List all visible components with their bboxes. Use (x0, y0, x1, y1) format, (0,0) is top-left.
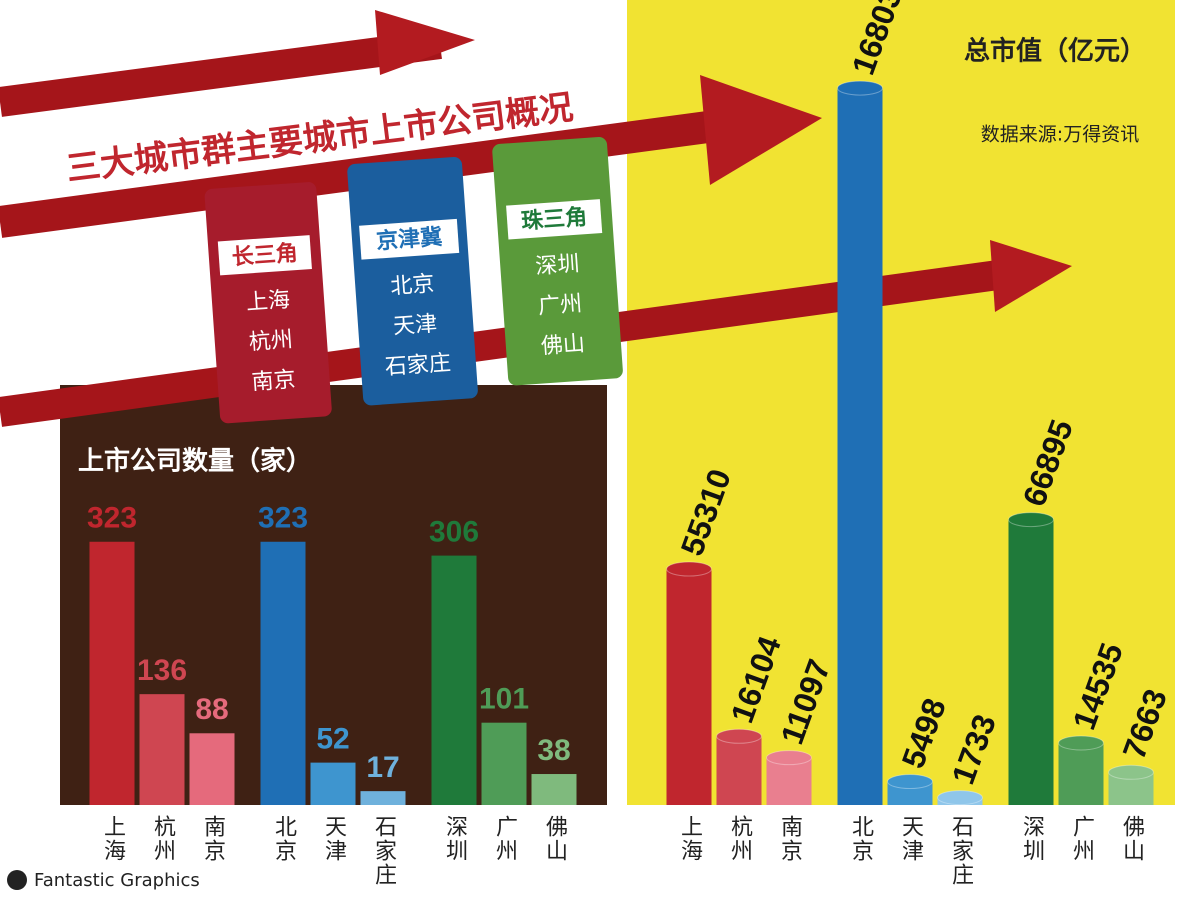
bar (1058, 742, 1104, 805)
value-label: 88 (195, 693, 228, 726)
tab-label-box (217, 235, 312, 276)
arrow-head (990, 240, 1072, 312)
bar (666, 569, 712, 805)
value-label: 52 (316, 723, 349, 756)
x-tick-label: 天津 (321, 815, 347, 863)
tab-body (492, 136, 623, 386)
x-tick-label: 深圳 (442, 815, 468, 863)
arrow-head (700, 75, 822, 185)
x-tick-label: 上海 (100, 815, 126, 863)
value-label: 136 (137, 654, 187, 687)
bar (260, 541, 306, 805)
x-tick-label: 南京 (777, 815, 802, 863)
bar-cap (1058, 735, 1104, 751)
group-name: 珠三角 (520, 204, 588, 235)
bar (189, 733, 235, 805)
x-tick-label: 南京 (200, 815, 225, 863)
bar-cap (1008, 512, 1054, 528)
value-label: 306 (429, 516, 479, 549)
bar (89, 541, 135, 805)
bar (481, 722, 527, 805)
bar (431, 555, 477, 805)
value-label: 323 (87, 502, 137, 535)
footer: Fantastic Graphics (34, 870, 200, 891)
x-tick-label: 杭州 (150, 815, 176, 863)
x-tick-label: 佛山 (1119, 815, 1145, 863)
source: 数据来源:万得资讯 (981, 124, 1139, 146)
tab-label-box (506, 199, 603, 240)
x-tick-label: 北京 (271, 815, 297, 863)
bar (360, 791, 406, 805)
x-tick-label: 杭州 (727, 815, 753, 863)
group-city: 广州 (537, 292, 583, 320)
group-city: 天津 (392, 312, 438, 340)
bar (716, 736, 762, 805)
value-label: 17 (366, 751, 399, 784)
value-label: 323 (258, 502, 308, 535)
bar-cap (716, 728, 762, 744)
group-city: 南京 (251, 367, 297, 395)
bar-cap (837, 80, 883, 96)
x-tick-label: 北京 (848, 815, 874, 863)
group-city: 杭州 (248, 328, 294, 356)
bar (139, 694, 185, 805)
group-name: 京津冀 (375, 224, 443, 255)
bar (766, 757, 812, 805)
value-label: 101 (479, 683, 529, 716)
group-city: 深圳 (535, 252, 581, 280)
bar (310, 762, 356, 805)
logo (7, 870, 27, 890)
value-label: 38 (537, 734, 570, 767)
arrow-head (375, 10, 475, 75)
tab: 长三角 上海 杭州 南京 (204, 182, 332, 424)
group-name: 长三角 (231, 240, 299, 271)
tab: 京津冀 北京 天津 石家庄 (347, 156, 478, 406)
group-city: 石家庄 (384, 351, 452, 381)
tab: 珠三角 深圳 广州 佛山 (492, 136, 623, 386)
bar-cap (1108, 764, 1154, 780)
x-tick-label: 深圳 (1019, 815, 1045, 863)
x-tick-label: 石家庄 (371, 815, 397, 887)
group-city: 佛山 (540, 331, 586, 359)
bar (1008, 519, 1054, 805)
tab-body (347, 156, 478, 406)
x-tick-label: 天津 (898, 815, 924, 863)
bar-cap (887, 774, 933, 790)
x-tick-label: 上海 (677, 815, 703, 863)
x-tick-label: 佛山 (542, 815, 568, 863)
bar (531, 774, 577, 805)
group-city: 北京 (390, 272, 436, 300)
bar-cap (666, 561, 712, 577)
bar-cap (766, 750, 812, 766)
bar (837, 88, 883, 805)
x-tick-label: 广州 (1069, 815, 1095, 863)
tab-label-box (359, 218, 460, 260)
x-tick-label: 广州 (492, 815, 518, 863)
chart-title: 总市值（亿元） (964, 36, 1146, 67)
group-city: 上海 (245, 288, 291, 316)
bar-cap (937, 790, 983, 806)
chart-title: 上市公司数量（家） (78, 446, 312, 477)
arrow-shaft (0, 29, 442, 117)
x-tick-label: 石家庄 (948, 815, 974, 887)
